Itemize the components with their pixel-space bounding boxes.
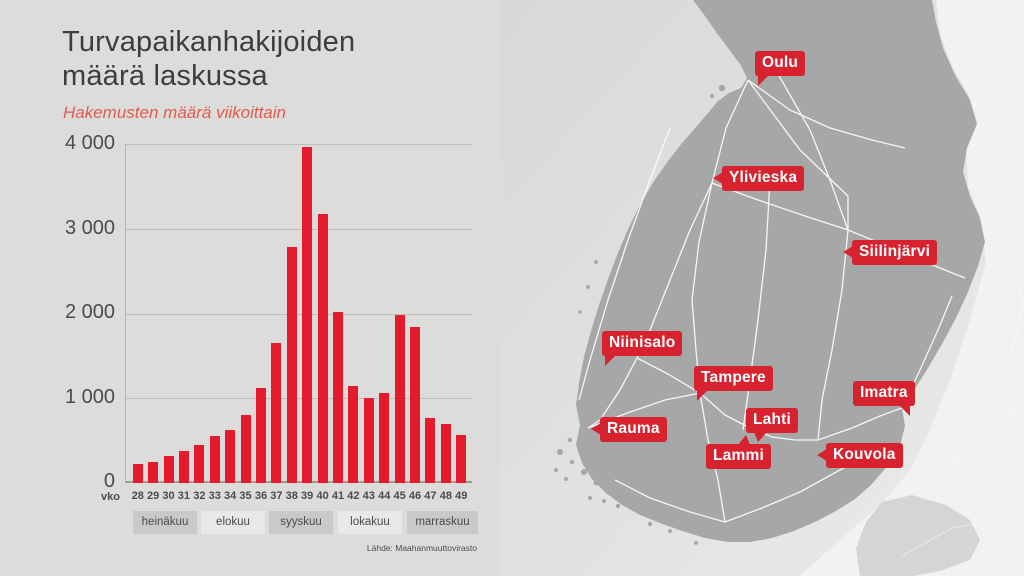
bar-week-39 — [302, 147, 313, 483]
week-tick-45: 45 — [393, 490, 406, 502]
y-tick-4000: 4 000 — [64, 132, 115, 154]
week-tick-48: 48 — [439, 490, 452, 502]
page-title: Turvapaikanhakijoiden määrä laskussa — [62, 26, 356, 92]
bar-week-37 — [271, 343, 282, 483]
map-neighbor-area — [800, 0, 1024, 576]
map-label-siilinjärvi: Siilinjärvi — [842, 240, 938, 265]
week-tick-32: 32 — [193, 490, 206, 502]
week-tick-36: 36 — [254, 490, 268, 502]
bar-week-35 — [240, 415, 251, 483]
week-tick-28: 28 — [131, 490, 144, 502]
bar-week-36 — [255, 388, 266, 483]
bar-week-38 — [286, 246, 297, 483]
week-tick-35: 35 — [239, 490, 252, 502]
x-axis-baseline — [125, 481, 472, 483]
week-tick-42: 42 — [347, 490, 360, 502]
week-tick-29: 29 — [146, 490, 160, 502]
week-tick-49: 49 — [455, 490, 468, 502]
finland-landmass — [576, 0, 985, 542]
bar-chart-plot — [125, 144, 472, 483]
bar-week-43 — [363, 398, 374, 483]
y-tick-0: 0 — [103, 470, 115, 492]
month-label-syyskuu: syyskuu — [269, 511, 333, 534]
bar-week-33 — [209, 436, 220, 483]
month-label-lokakuu: lokakuu — [338, 511, 402, 534]
finland-map: Oulu Ylivieska Siilinjärvi Niinisalo Tampere… — [500, 0, 1024, 576]
map-label-niinisalo: Niinisalo — [602, 331, 683, 365]
month-label-heinäkuu: heinäkuu — [133, 511, 197, 534]
bar-week-30 — [163, 455, 174, 483]
bar-series — [125, 144, 472, 483]
week-tick-46: 46 — [408, 490, 422, 502]
chart-subtitle: Hakemusten määrä viikoittain — [63, 103, 286, 122]
bar-week-28 — [132, 464, 143, 483]
chart-panel: Turvapaikanhakijoiden määrä laskussa Hak… — [0, 0, 500, 576]
week-tick-34: 34 — [224, 490, 237, 502]
bar-week-32 — [194, 444, 205, 483]
week-tick-44: 44 — [378, 490, 391, 502]
week-tick-38: 38 — [285, 490, 298, 502]
bar-week-31 — [178, 450, 189, 483]
week-tick-39: 39 — [301, 490, 314, 502]
bar-week-47 — [425, 417, 436, 483]
gridline-3000 — [125, 228, 472, 230]
archipelago-islands — [554, 84, 734, 545]
map-label-lahti: Lahti — [746, 408, 799, 441]
y-tick-2000: 2 000 — [64, 301, 115, 323]
bar-week-46 — [410, 327, 421, 483]
week-axis-prefix: vko — [101, 491, 120, 503]
week-tick-37: 37 — [270, 490, 283, 502]
week-axis-labels: 28 29 30 31 32 33 34 35 36 37 38 39 40 41 42 43 44 45 46 47… — [125, 490, 472, 502]
map-label-imatra: Imatra — [853, 381, 915, 415]
gridline-1000 — [125, 398, 472, 400]
week-tick-47: 47 — [424, 490, 437, 502]
gridline-2000 — [125, 313, 472, 315]
bar-week-40 — [317, 214, 328, 483]
week-tick-41: 41 — [331, 490, 345, 502]
week-tick-40: 40 — [316, 490, 329, 502]
bar-week-49 — [456, 434, 467, 483]
month-label-marraskuu: marraskuu — [407, 511, 478, 534]
bar-week-42 — [348, 386, 359, 483]
finland-map-svg — [500, 0, 1024, 576]
map-label-oulu: Oulu — [755, 51, 806, 85]
map-label-kouvola: Kouvola — [817, 443, 903, 468]
bar-week-48 — [440, 423, 451, 483]
bar-week-29 — [148, 461, 159, 483]
map-peninsula — [856, 495, 980, 576]
month-label-elokuu: elokuu — [201, 511, 265, 534]
week-tick-30: 30 — [162, 490, 175, 502]
bar-week-34 — [225, 430, 236, 483]
map-label-rauma: Rauma — [591, 417, 667, 442]
week-tick-31: 31 — [177, 490, 191, 502]
bar-week-45 — [394, 315, 405, 483]
week-tick-33: 33 — [208, 490, 221, 502]
map-label-ylivieska: Ylivieska — [712, 166, 805, 191]
neighbor-roads — [901, 99, 1024, 557]
bar-week-41 — [332, 311, 343, 483]
bar-week-44 — [379, 393, 390, 483]
y-tick-3000: 3 000 — [64, 217, 115, 239]
y-tick-1000: 1 000 — [64, 386, 115, 408]
gridline-4000 — [125, 144, 472, 145]
week-tick-43: 43 — [362, 490, 375, 502]
y-axis-line — [125, 144, 126, 483]
map-label-lammi: Lammi — [706, 435, 771, 469]
source-credit: Lähde: Maahanmuuttovirasto — [366, 543, 477, 553]
map-label-tampere: Tampere — [694, 366, 773, 400]
